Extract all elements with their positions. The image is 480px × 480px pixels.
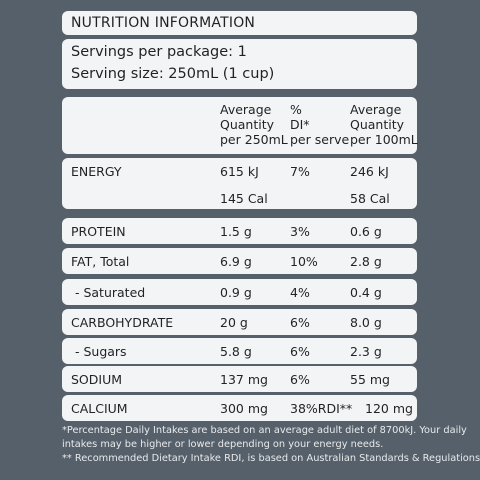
col-header-line: Quantity <box>350 117 405 132</box>
footnote-line: ** Recommended Dietary Intake RDI, is ba… <box>62 453 480 464</box>
row-per100: 0.4 g <box>350 285 382 300</box>
title-panel: NUTRITION INFORMATION <box>62 11 417 35</box>
footnotes: *Percentage Daily Intakes are based on a… <box>62 424 480 466</box>
row-qty: 1.5 g <box>220 224 252 239</box>
table-row-sugars: - Sugars 5.8 g 6% 2.3 g <box>62 338 417 364</box>
row-label: PROTEIN <box>71 224 126 239</box>
row-di: 4% <box>290 285 310 300</box>
row-per100: 2.3 g <box>350 344 382 359</box>
row-di: 10% <box>290 254 318 269</box>
col-header-line: Average <box>220 102 272 117</box>
row-di: 7% <box>290 164 310 179</box>
row-per100: 55 mg <box>350 372 390 387</box>
row-per100: 8.0 g <box>350 315 382 330</box>
col-header-line: per 250mL <box>220 132 288 147</box>
row-qty: 300 mg <box>220 401 268 416</box>
row-label: ENERGY <box>71 164 122 179</box>
table-row-carbohydrate: CARBOHYDRATE 20 g 6% 8.0 g <box>62 309 417 335</box>
col-header-line: per serve <box>290 132 350 147</box>
row-per100: 0.6 g <box>350 224 382 239</box>
row-di: 38%RDI** <box>290 401 353 416</box>
footnote-line: intakes may be higher or lower depending… <box>62 439 384 450</box>
column-header-panel: Average Quantity per 250mL % DI* per ser… <box>62 97 418 154</box>
row-per100: 246 kJ <box>350 164 389 179</box>
row-label: FAT, Total <box>71 254 130 269</box>
row-label: - Sugars <box>71 344 127 359</box>
serving-size: Serving size: 250mL (1 cup) <box>71 66 275 82</box>
row-di: 3% <box>290 224 310 239</box>
col-header-avg-per-serve: Average Quantity per 250mL <box>220 102 288 147</box>
row-di: 6% <box>290 372 310 387</box>
servings-per-package: Servings per package: 1 <box>71 44 247 60</box>
col-header-line: DI* <box>290 117 310 132</box>
table-row-protein: PROTEIN 1.5 g 3% 0.6 g <box>62 218 417 244</box>
col-header-percent-di: % DI* per serve <box>290 102 349 147</box>
row-qty: 0.9 g <box>220 285 252 300</box>
table-row-sodium: SODIUM 137 mg 6% 55 mg <box>62 366 417 392</box>
row-qty: 6.9 g <box>220 254 252 269</box>
row-label: SODIUM <box>71 372 123 387</box>
row-qty: 20 g <box>220 315 248 330</box>
col-header-line: per 100mL <box>350 132 418 147</box>
servings-panel: Servings per package: 1 Serving size: 25… <box>62 39 417 89</box>
row-di: 6% <box>290 315 310 330</box>
col-header-line: Quantity <box>220 117 275 132</box>
row-qty: 5.8 g <box>220 344 252 359</box>
table-row-energy: ENERGY 615 kJ 7% 246 kJ 145 Cal 58 Cal <box>62 158 417 209</box>
row-label: - Saturated <box>71 285 146 300</box>
col-header-avg-per-100ml: Average Quantity per 100mL <box>350 102 418 147</box>
row-label: CARBOHYDRATE <box>71 315 174 330</box>
col-header-line: % <box>290 102 302 117</box>
row-per100-cal: 58 Cal <box>350 191 390 206</box>
row-per100: 2.8 g <box>350 254 382 269</box>
col-header-line: Average <box>350 102 402 117</box>
table-row-calcium: CALCIUM 300 mg 38%RDI** 120 mg <box>62 395 417 421</box>
row-label: CALCIUM <box>71 401 128 416</box>
panel-title: NUTRITION INFORMATION <box>71 15 256 31</box>
row-qty-cal: 145 Cal <box>220 191 268 206</box>
row-di: 6% <box>290 344 310 359</box>
table-row-saturated: - Saturated 0.9 g 4% 0.4 g <box>62 279 417 305</box>
table-row-fat-total: FAT, Total 6.9 g 10% 2.8 g <box>62 248 417 274</box>
row-qty: 137 mg <box>220 372 268 387</box>
row-per100: 120 mg <box>365 401 413 416</box>
footnote-line: *Percentage Daily Intakes are based on a… <box>62 425 467 436</box>
row-qty: 615 kJ <box>220 164 259 179</box>
